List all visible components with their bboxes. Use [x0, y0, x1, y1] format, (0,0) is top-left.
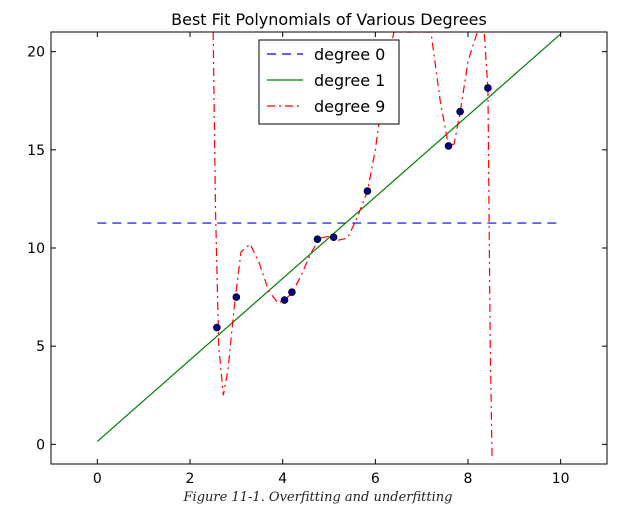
- y-tick-label-1: 5: [36, 339, 45, 355]
- x-tick-label-5: 10: [552, 471, 570, 487]
- legend-label-0: degree 0: [314, 45, 385, 64]
- y-tick-label-4: 20: [27, 45, 45, 61]
- legend: degree 0 degree 1 degree 9: [258, 39, 400, 125]
- y-tick-label-2: 10: [27, 241, 45, 257]
- legend-label-1: degree 1: [314, 71, 385, 90]
- x-tick-label-1: 2: [186, 471, 195, 487]
- data-point-4: [313, 235, 322, 243]
- data-point-3: [288, 288, 296, 296]
- data-point-1: [232, 293, 241, 301]
- figure-caption: Figure 11-1. Overfitting and underfittin…: [183, 490, 453, 505]
- series-line-1: [96, 33, 562, 442]
- series-line-2: [212, 32, 493, 461]
- x-tick-label-2: 4: [278, 471, 287, 487]
- data-point-7: [444, 142, 453, 150]
- data-point-2: [280, 296, 289, 304]
- x-tick-label-4: 8: [464, 471, 473, 487]
- x-tick-label-3: 6: [371, 471, 380, 487]
- data-point-9: [484, 84, 492, 92]
- y-tick-label-0: 0: [36, 437, 45, 453]
- data-point-0: [213, 323, 221, 332]
- data-point-5: [329, 233, 338, 241]
- data-point-8: [456, 107, 464, 116]
- x-tick-label-0: 0: [93, 471, 102, 487]
- data-point-6: [363, 187, 372, 195]
- chart-title: Best Fit Polynomials of Various Degrees: [171, 10, 487, 29]
- legend-label-2: degree 9: [314, 97, 385, 116]
- y-tick-label-3: 15: [27, 143, 45, 159]
